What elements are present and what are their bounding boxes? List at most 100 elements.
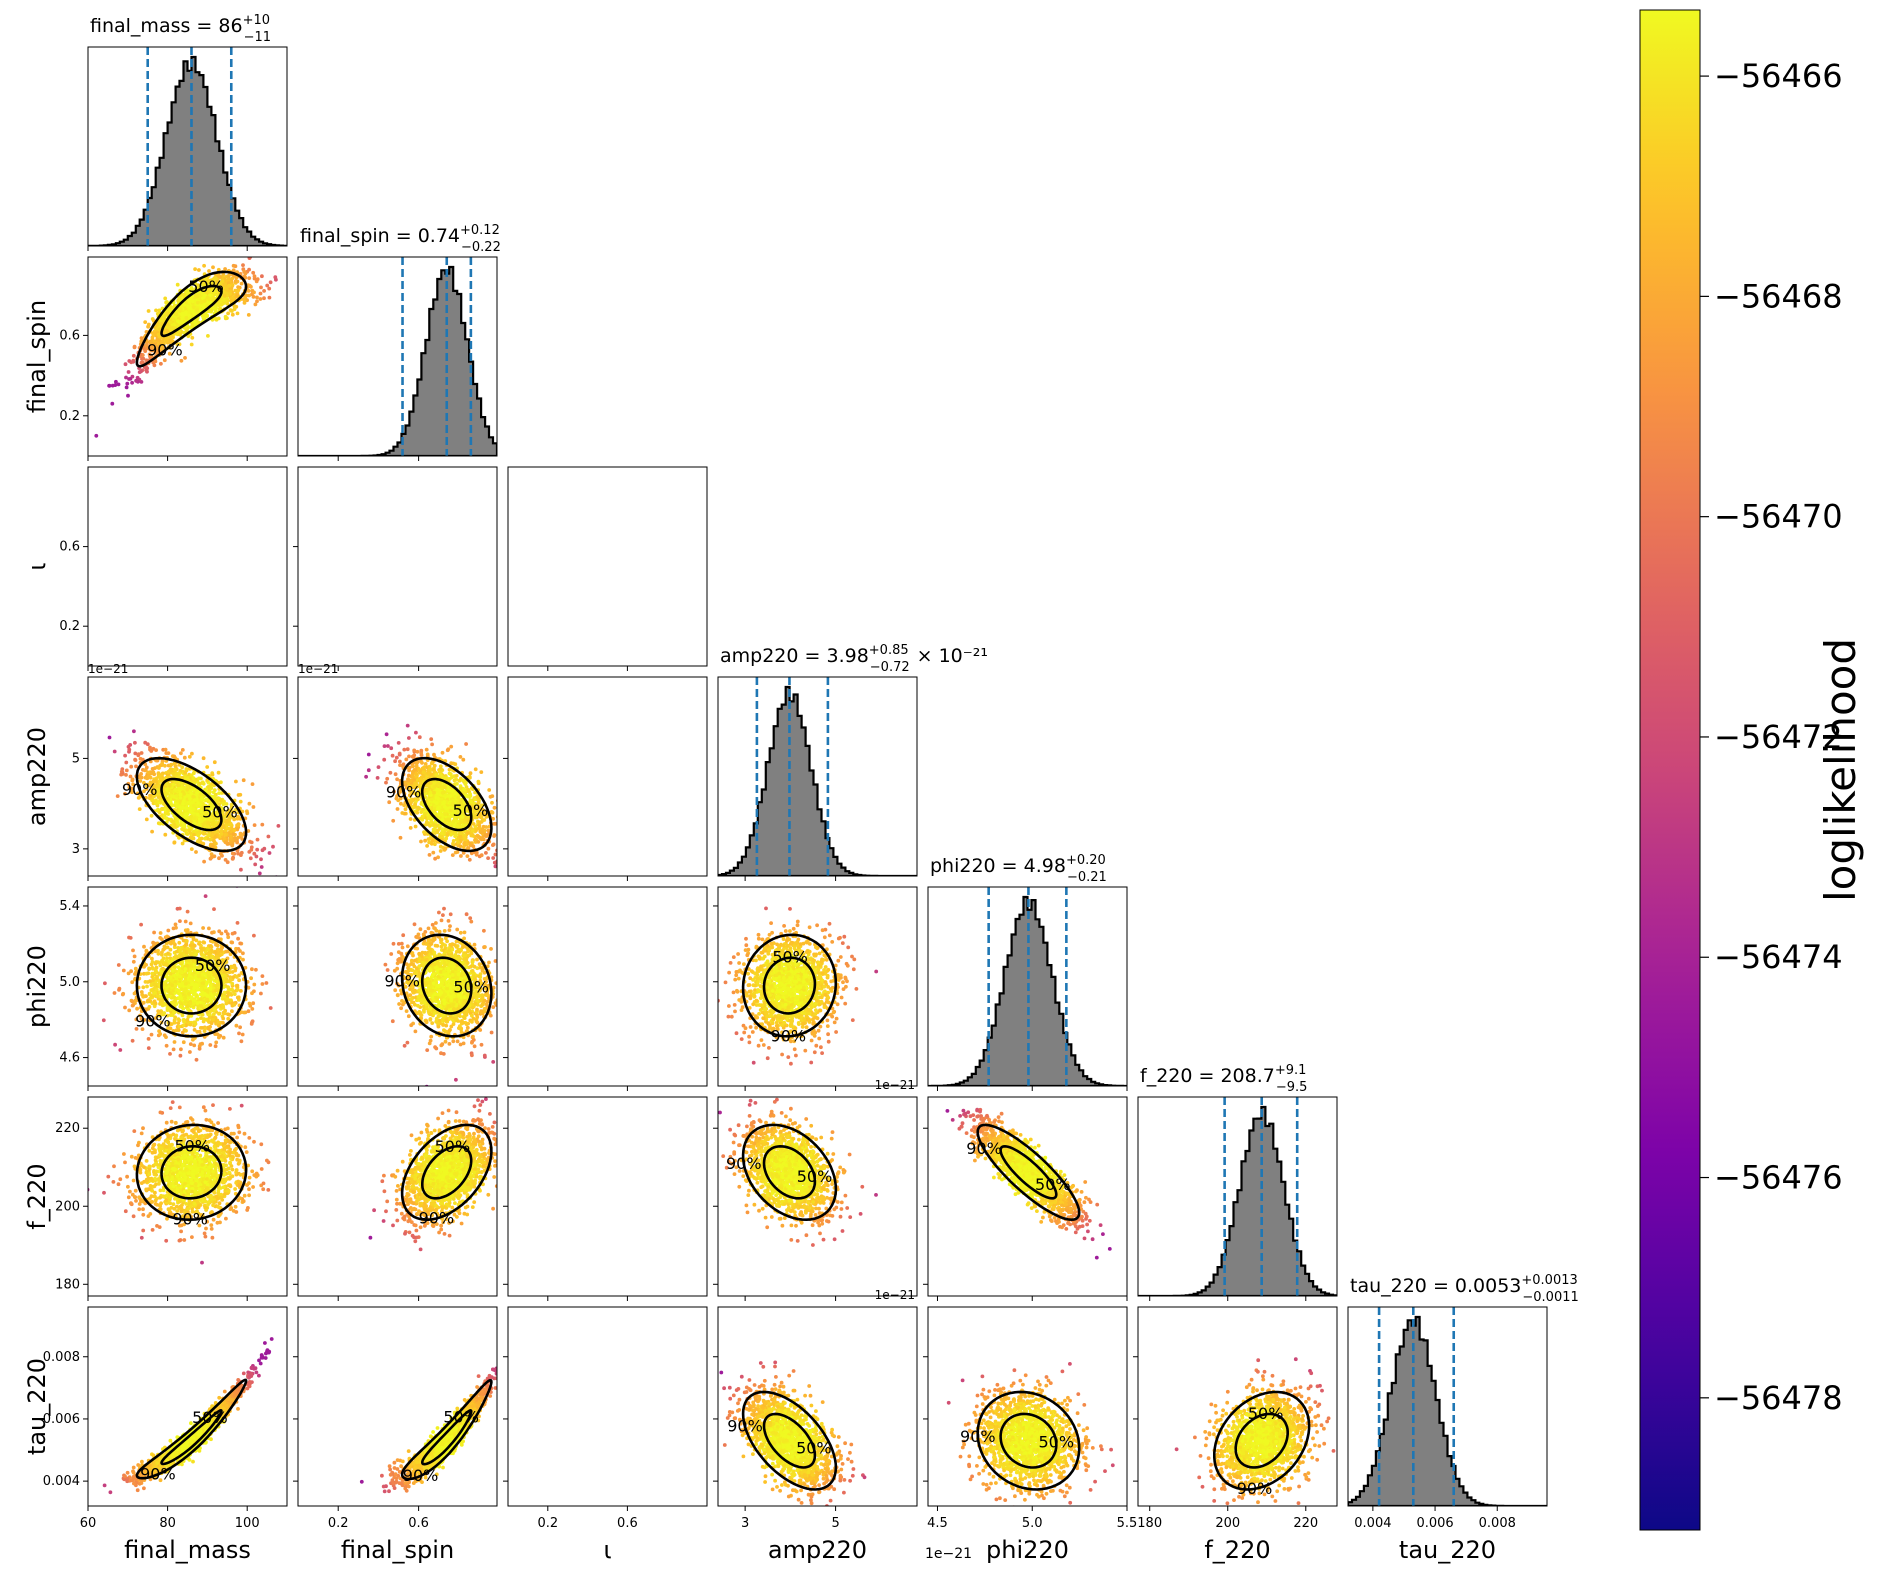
scatter-point: [220, 302, 224, 306]
scatter-point: [212, 760, 217, 765]
scatter-point: [199, 300, 204, 304]
scatter-point: [461, 757, 466, 762]
scatter-point: [423, 838, 427, 843]
scatter-point: [462, 808, 467, 813]
scatter-point: [231, 810, 236, 814]
scatter-point: [394, 755, 399, 760]
scatter-point: [179, 316, 184, 321]
scatter-point: [131, 782, 136, 787]
scatter-point: [476, 840, 481, 844]
scatter-point: [206, 833, 211, 837]
scatter-point: [231, 815, 236, 820]
contour-label: 50%: [188, 277, 224, 296]
scatter-point: [172, 945, 177, 950]
scatter-point: [260, 274, 264, 279]
scatter-point: [199, 809, 204, 814]
scatter-point: [223, 828, 228, 833]
scatter-point: [139, 369, 143, 374]
scatter-point: [429, 797, 434, 802]
scatter-point: [236, 793, 241, 797]
scatter-point: [487, 788, 492, 792]
scatter-point: [195, 294, 200, 299]
scatter-point: [397, 752, 402, 757]
scatter-point: [218, 851, 223, 856]
panel-frame: [297, 676, 498, 877]
scatter-point: [469, 851, 474, 856]
scatter-point: [449, 761, 454, 766]
scatter-point: [232, 828, 237, 833]
scatter-point: [177, 332, 182, 337]
scatter-point: [219, 806, 224, 811]
scatter-point: [471, 806, 476, 810]
scatter-point: [149, 1032, 154, 1037]
scatter-point: [154, 798, 158, 803]
scatter-point: [385, 776, 390, 781]
scatter-point: [247, 276, 252, 280]
scatter-point: [135, 791, 140, 796]
scatter-point: [221, 817, 226, 821]
scatter-point: [124, 375, 128, 380]
scatter-point: [452, 809, 457, 814]
scatter-point: [398, 759, 402, 764]
scatter-point: [461, 851, 466, 855]
scatter-point: [419, 839, 423, 844]
scatter-point: [400, 811, 405, 815]
scatter-point: [143, 740, 148, 745]
scatter-point: [124, 760, 129, 765]
scatter-point: [439, 831, 444, 836]
scatter-point: [230, 276, 235, 281]
scatter-point: [169, 762, 174, 767]
scatter-point: [144, 783, 149, 788]
scatter-point: [233, 836, 238, 841]
scatter-point: [444, 836, 449, 841]
scatter-point: [155, 337, 160, 342]
scatter-point: [112, 749, 117, 754]
scatter-point: [437, 775, 442, 779]
scatter-point: [492, 822, 497, 826]
scatter-point: [492, 805, 497, 810]
scatter-point: [225, 818, 229, 823]
scatter-point: [212, 788, 217, 792]
scatter-point: [196, 839, 201, 843]
scatter-point: [482, 812, 487, 817]
scatter-point: [152, 791, 156, 796]
scatter-point: [156, 771, 161, 776]
scatter-point: [376, 765, 381, 769]
scatter-point: [195, 308, 200, 313]
scatter-point: [256, 252, 260, 256]
scatter-point: [247, 267, 252, 272]
scatter-point: [454, 773, 459, 778]
scatter-point: [433, 856, 437, 861]
scatter-point: [189, 847, 194, 851]
scatter-point: [255, 847, 260, 852]
scatter-point: [419, 778, 424, 782]
scatter-point: [202, 808, 207, 813]
scatter-point: [259, 285, 263, 290]
scatter-point: [219, 798, 224, 802]
scatter-point: [134, 1027, 139, 1031]
panel-frame: [87, 46, 288, 247]
scatter-point: [241, 957, 245, 962]
scatter-point: [152, 331, 157, 336]
scatter-point: [239, 850, 244, 855]
scatter-point: [142, 789, 146, 794]
scatter-point: [467, 857, 472, 862]
scatter-point: [182, 786, 187, 790]
scatter-point: [139, 922, 144, 927]
scatter-point: [511, 866, 515, 870]
scatter-point: [225, 298, 230, 303]
scatter-point: [399, 801, 403, 806]
scatter-point: [434, 783, 439, 787]
scatter-point: [139, 336, 144, 340]
scatter-point: [110, 383, 115, 388]
scatter-point: [146, 309, 151, 313]
scatter-point: [198, 308, 203, 312]
scatter-point: [137, 807, 142, 811]
scatter-point: [473, 824, 478, 829]
scatter-point: [479, 853, 484, 858]
scatter-point: [417, 735, 422, 740]
scatter-point: [459, 799, 463, 804]
scatter-point: [112, 991, 117, 995]
scatter-point: [214, 276, 218, 281]
